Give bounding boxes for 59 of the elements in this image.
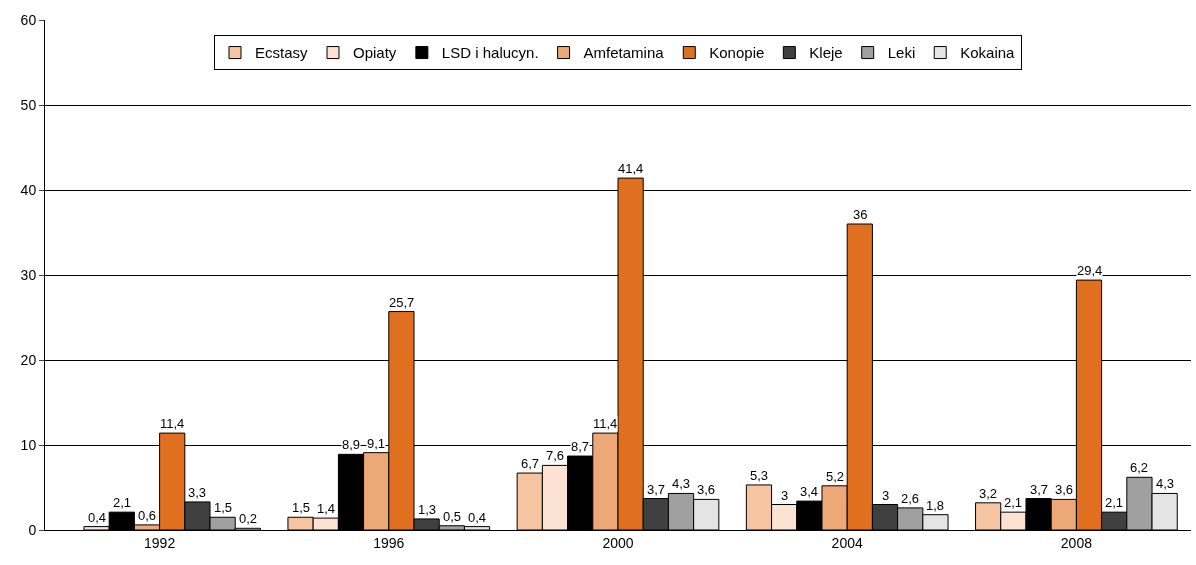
data-label: 6,7 <box>521 456 540 471</box>
data-label: 9,1 <box>367 436 386 451</box>
y-tick-label: 60 <box>20 11 37 28</box>
data-label: 3,6 <box>697 482 716 497</box>
x-tick-label: 1992 <box>144 534 176 551</box>
data-label: 2,1 <box>1004 495 1023 510</box>
data-label: 8,9 <box>342 437 361 452</box>
x-tick-label: 2004 <box>831 534 863 551</box>
data-label: 1,5 <box>214 500 233 515</box>
data-label: 3,6 <box>1055 482 1074 497</box>
data-label: 8,7 <box>571 439 590 454</box>
legend-label: Amfetamina <box>583 44 665 62</box>
data-label: 11,4 <box>160 416 185 431</box>
y-tick-label: 20 <box>20 351 37 368</box>
data-label: 3,3 <box>188 485 207 500</box>
data-label: 0,6 <box>138 508 157 523</box>
data-label: 11,4 <box>593 416 618 431</box>
data-label: 1,8 <box>926 498 945 513</box>
data-label: 36 <box>853 207 868 222</box>
data-label: 4,3 <box>672 476 691 491</box>
x-tick-label: 1996 <box>373 534 405 551</box>
y-tick-label: 0 <box>28 521 37 538</box>
data-label: 25,7 <box>389 295 415 310</box>
data-label: 41,4 <box>618 161 644 176</box>
y-tick-label: 30 <box>20 266 37 283</box>
data-label: 4,3 <box>1156 476 1175 491</box>
data-label: 5,2 <box>826 469 845 484</box>
data-label: 7,6 <box>546 448 565 463</box>
legend-label: Ecstasy <box>255 44 309 62</box>
y-tick-label: 40 <box>20 181 37 198</box>
data-label: 1,4 <box>317 501 336 516</box>
data-label: 5,3 <box>750 468 769 483</box>
x-tick-label: 2008 <box>1060 534 1093 551</box>
legend-label: Leki <box>887 44 916 62</box>
data-label: 3,7 <box>647 482 666 497</box>
y-tick-label: 50 <box>20 96 37 113</box>
data-label: 3 <box>781 488 789 503</box>
data-label: 2,6 <box>901 491 920 506</box>
data-label: 2,1 <box>113 495 132 510</box>
data-label: 3,4 <box>800 484 819 499</box>
data-label: 3,7 <box>1030 482 1049 497</box>
legend-label: Kokaina <box>960 44 1016 62</box>
legend-label: Opiaty <box>353 44 397 62</box>
data-label: 0,4 <box>88 510 107 525</box>
legend-label: LSD i halucyn. <box>441 44 539 62</box>
data-label: 0,2 <box>239 511 258 526</box>
data-label: 1,5 <box>292 500 311 515</box>
legend-label: Konopie <box>709 44 765 62</box>
data-label: 3,2 <box>979 486 998 501</box>
data-label: 29,4 <box>1077 263 1103 278</box>
data-label: 3 <box>882 488 890 503</box>
data-label: 1,3 <box>418 502 437 517</box>
y-tick-label: 10 <box>20 436 37 453</box>
legend-label: Kleje <box>809 44 843 62</box>
data-label: 0,5 <box>443 509 462 524</box>
data-label: 0,4 <box>468 510 487 525</box>
x-tick-label: 2000 <box>602 534 634 551</box>
data-label: 6,2 <box>1130 460 1149 475</box>
data-label: 2,1 <box>1105 495 1124 510</box>
